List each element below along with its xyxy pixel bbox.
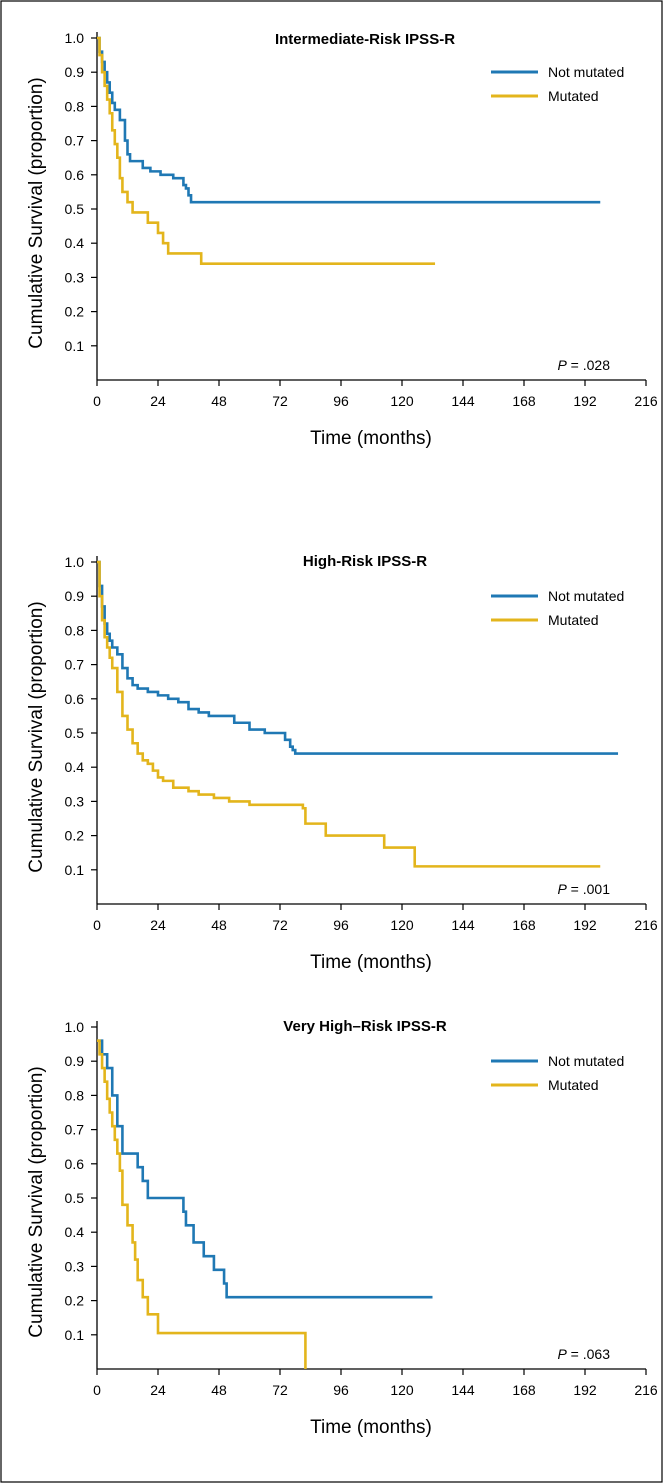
p-value-annotation: P = .028 bbox=[557, 357, 610, 373]
x-tick-label: 144 bbox=[451, 1382, 475, 1398]
x-tick-label: 120 bbox=[390, 917, 414, 933]
legend-label: Not mutated bbox=[548, 1053, 624, 1069]
y-tick-label: 0.6 bbox=[65, 1156, 85, 1172]
y-tick-label: 0.1 bbox=[65, 862, 85, 878]
series-line-not-mutated bbox=[97, 36, 601, 204]
y-tick-label: 0.2 bbox=[65, 304, 85, 320]
legend-label: Mutated bbox=[548, 1077, 599, 1093]
y-tick-label: 0.2 bbox=[65, 828, 85, 844]
p-value-prefix: P bbox=[557, 357, 567, 373]
p-value-prefix: P bbox=[557, 1346, 567, 1362]
y-axis-label: Cumulative Survival (proportion) bbox=[26, 77, 47, 348]
y-tick-label: 0.6 bbox=[65, 691, 85, 707]
y-tick-label: 0.5 bbox=[65, 201, 85, 217]
chart-panel-1: Intermediate-Risk IPSS-R 0.1 0.2 0.3 0.4 0.5 0… bbox=[26, 30, 658, 449]
x-tick-label: 168 bbox=[512, 917, 536, 933]
p-value-text: = .001 bbox=[567, 881, 610, 897]
y-tick-label: 0.4 bbox=[65, 1224, 85, 1240]
p-value-text: = .028 bbox=[567, 357, 610, 373]
x-tick-label: 72 bbox=[272, 1382, 288, 1398]
legend-label: Mutated bbox=[548, 88, 599, 104]
y-tick-label: 0.7 bbox=[65, 1122, 85, 1138]
legend-label: Mutated bbox=[548, 612, 599, 628]
y-tick-label: 0.5 bbox=[65, 1190, 85, 1206]
x-tick-label: 216 bbox=[634, 393, 658, 409]
x-tick-label: 96 bbox=[333, 917, 349, 933]
x-axis-label: Time (months) bbox=[310, 428, 432, 449]
p-value-text: = .063 bbox=[567, 1346, 610, 1362]
chart-title: High-Risk IPSS-R bbox=[303, 553, 427, 570]
x-axis-label: Time (months) bbox=[310, 1417, 432, 1438]
y-tick-label: 0.1 bbox=[65, 1327, 85, 1343]
x-tick-label: 96 bbox=[333, 1382, 349, 1398]
chart-panel-3: Very High–Risk IPSS-R 0.1 0.2 0.3 0.4 0.5 0.6 0… bbox=[26, 1018, 658, 1438]
y-tick-label: 0.4 bbox=[65, 235, 85, 251]
x-tick-label: 24 bbox=[150, 393, 166, 409]
y-axis-label: Cumulative Survival (proportion) bbox=[26, 601, 47, 872]
y-tick-label: 0.7 bbox=[65, 657, 85, 673]
chart-title: Very High–Risk IPSS-R bbox=[283, 1018, 447, 1035]
x-tick-label: 120 bbox=[390, 393, 414, 409]
x-tick-label: 216 bbox=[634, 917, 658, 933]
legend-label: Not mutated bbox=[548, 588, 624, 604]
x-axis-label: Time (months) bbox=[310, 952, 432, 973]
x-tick-label: 96 bbox=[333, 393, 349, 409]
y-tick-label: 0.3 bbox=[65, 793, 85, 809]
x-tick-label: 24 bbox=[150, 1382, 166, 1398]
x-tick-label: 216 bbox=[634, 1382, 658, 1398]
y-tick-label: 0.4 bbox=[65, 759, 85, 775]
x-tick-label: 48 bbox=[211, 917, 227, 933]
x-tick-label: 48 bbox=[211, 1382, 227, 1398]
y-tick-label: 0.9 bbox=[65, 588, 85, 604]
chart-title: Intermediate-Risk IPSS-R bbox=[275, 31, 455, 48]
series-line-mutated bbox=[97, 1039, 307, 1369]
series-line-mutated bbox=[97, 560, 601, 868]
x-tick-label: 168 bbox=[512, 1382, 536, 1398]
y-tick-label: 0.8 bbox=[65, 98, 85, 114]
x-tick-label: 72 bbox=[272, 917, 288, 933]
series-line-not-mutated bbox=[97, 1039, 433, 1299]
x-tick-label: 0 bbox=[93, 393, 101, 409]
x-tick-label: 192 bbox=[573, 917, 597, 933]
x-tick-label: 144 bbox=[451, 917, 475, 933]
y-tick-label: 0.9 bbox=[65, 64, 85, 80]
y-tick-label: 1.0 bbox=[65, 1019, 85, 1035]
y-tick-label: 0.3 bbox=[65, 1258, 85, 1274]
p-value-annotation: P = .063 bbox=[557, 1346, 610, 1362]
y-tick-label: 0.7 bbox=[65, 133, 85, 149]
y-tick-label: 0.8 bbox=[65, 622, 85, 638]
x-tick-label: 192 bbox=[573, 1382, 597, 1398]
y-tick-label: 0.1 bbox=[65, 338, 85, 354]
p-value-annotation: P = .001 bbox=[557, 881, 610, 897]
y-tick-label: 1.0 bbox=[65, 554, 85, 570]
y-tick-label: 0.9 bbox=[65, 1053, 85, 1069]
x-tick-label: 168 bbox=[512, 393, 536, 409]
x-tick-label: 48 bbox=[211, 393, 227, 409]
series-line-not-mutated bbox=[97, 560, 619, 755]
p-value-prefix: P bbox=[557, 881, 567, 897]
y-tick-label: 0.2 bbox=[65, 1293, 85, 1309]
y-tick-label: 0.6 bbox=[65, 167, 85, 183]
chart-panel-2: High-Risk IPSS-R 0.1 0.2 0.3 0.4 0.5 0.6 0.7 0.8… bbox=[26, 553, 658, 973]
x-tick-label: 120 bbox=[390, 1382, 414, 1398]
y-tick-label: 1.0 bbox=[65, 30, 85, 46]
x-tick-label: 24 bbox=[150, 917, 166, 933]
y-tick-label: 0.3 bbox=[65, 269, 85, 285]
x-tick-label: 0 bbox=[93, 917, 101, 933]
x-tick-label: 144 bbox=[451, 393, 475, 409]
x-tick-label: 72 bbox=[272, 393, 288, 409]
y-tick-label: 0.5 bbox=[65, 725, 85, 741]
x-tick-label: 0 bbox=[93, 1382, 101, 1398]
y-tick-label: 0.8 bbox=[65, 1087, 85, 1103]
legend-label: Not mutated bbox=[548, 64, 624, 80]
x-tick-label: 192 bbox=[573, 393, 597, 409]
series-line-mutated bbox=[97, 36, 436, 266]
y-axis-label: Cumulative Survival (proportion) bbox=[26, 1066, 47, 1337]
